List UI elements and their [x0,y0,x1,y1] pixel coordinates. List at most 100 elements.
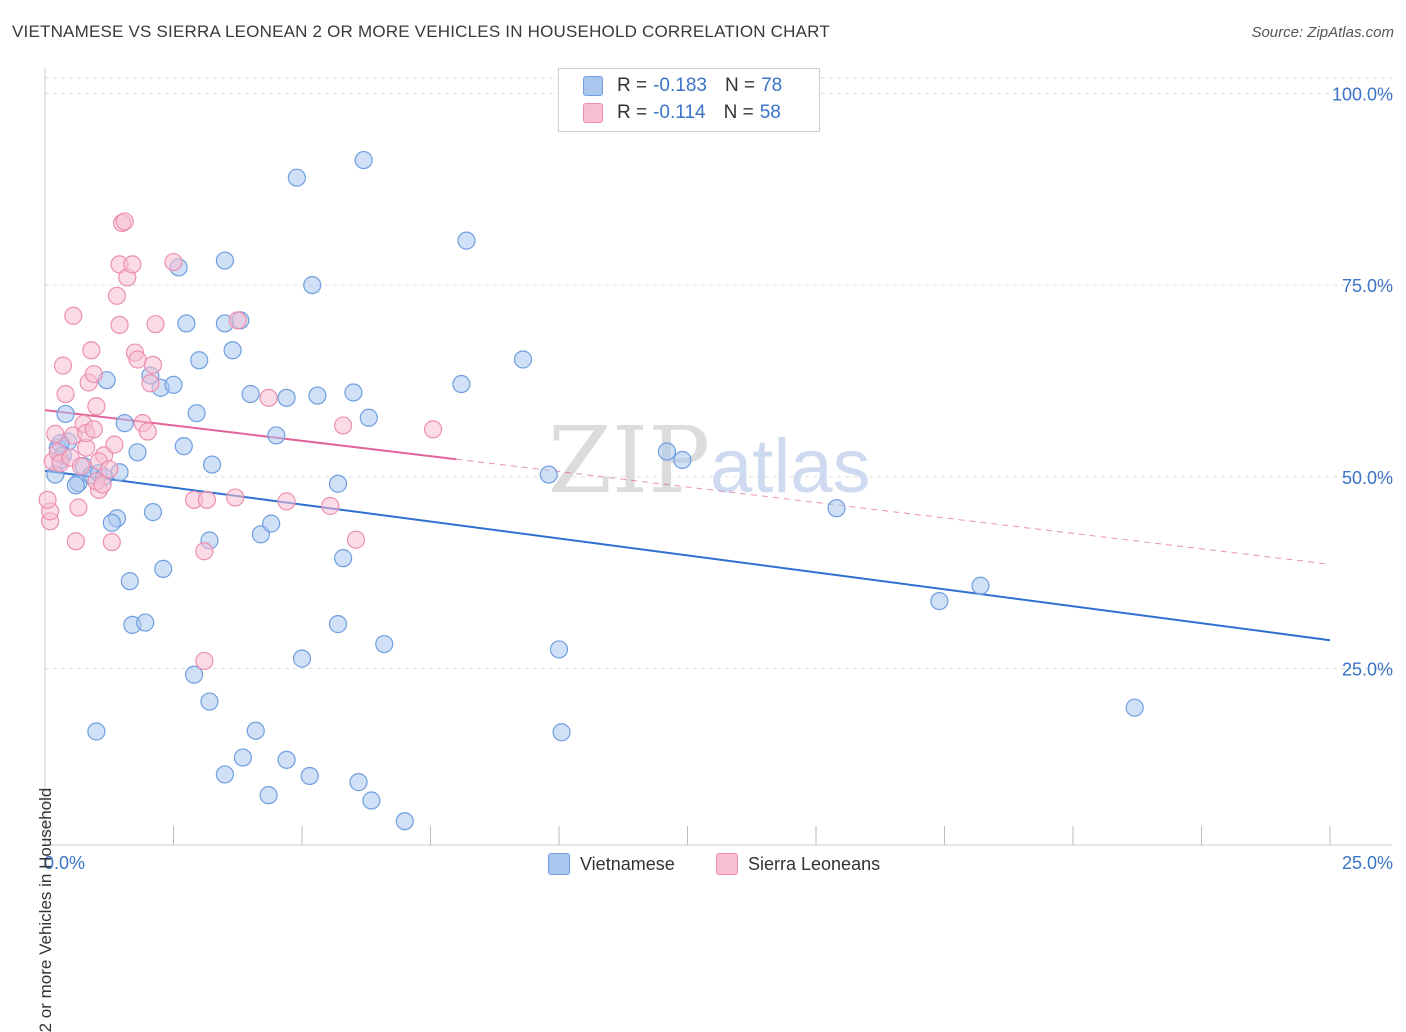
legend-n-value: 78 [761,75,783,96]
point-sierra [93,475,112,494]
legend-swatch-sierra [583,103,603,123]
correlation-legend: R = -0.183 N = 78 R = -0.114 N = 58 [558,68,820,132]
point-vietnamese [143,503,163,522]
point-sierra [143,355,163,374]
y-tick-label: 75.0% [1342,276,1393,296]
x-tick-label: 0.0% [44,853,85,873]
point-vietnamese [344,383,363,402]
y-tick-label: 50.0% [1342,468,1393,488]
point-sierra [38,490,57,509]
point-vietnamese [215,251,234,270]
point-vietnamese [395,812,414,831]
point-sierra [197,490,217,509]
point-sierra [195,542,214,561]
point-vietnamese [673,450,692,470]
x-tick-label: 25.0% [1342,853,1393,873]
point-vietnamese [233,748,252,767]
bottom-legend-swatch-sierra [716,853,738,875]
point-sierra [69,498,88,517]
legend-n-value: 58 [759,102,781,123]
bottom-legend-sierra[interactable]: Sierra Leoneans [716,852,880,876]
point-vietnamese [375,634,394,654]
point-sierra [82,341,101,360]
legend-r-label: R = [617,75,648,96]
point-sierra [100,460,119,479]
point-sierra [146,315,165,334]
y-tick-label: 25.0% [1342,660,1393,680]
point-vietnamese [223,341,242,360]
point-vietnamese [200,692,219,711]
tick-labels: 100.0% 75.0% 50.0% 25.0% 0.0% 25.0% [44,84,1393,873]
point-sierra [102,532,121,552]
point-sierra [123,255,142,274]
trendline-vietnamese [44,469,1331,642]
point-sierra [141,374,160,393]
point-vietnamese [930,591,949,611]
point-vietnamese [120,572,139,591]
point-vietnamese [971,576,990,595]
legend-n-label: N = [723,102,754,123]
point-sierra [84,420,103,439]
point-vietnamese [328,474,348,493]
gridlines [45,77,1392,670]
point-vietnamese [452,374,471,394]
point-sierra [277,492,296,511]
point-sierra [228,311,247,330]
point-vietnamese [87,722,106,741]
point-vietnamese [827,499,846,518]
point-sierra [46,424,65,443]
point-vietnamese [187,404,206,423]
point-vietnamese [215,765,234,784]
legend-r-value: -0.183 [653,75,707,96]
point-sierra [128,350,147,369]
y-axis-label: 2 or more Vehicles in Household [36,787,55,1032]
point-vietnamese [308,386,327,405]
bottom-legend-vietnamese[interactable]: Vietnamese [548,852,675,876]
point-vietnamese [334,549,353,568]
point-sierra [84,364,103,384]
bottom-legend-swatch-vietnamese [548,853,570,875]
y-tick-label: 100.0% [1332,84,1393,104]
point-vietnamese [177,314,196,333]
legend-swatch-vietnamese [583,76,603,96]
bottom-legend-label-vietnamese: Vietnamese [580,853,675,874]
point-sierra [423,420,443,439]
legend-n-label: N = [724,75,756,96]
point-vietnamese [190,351,209,370]
point-sierra [87,397,106,416]
point-vietnamese [552,723,571,742]
point-vietnamese [349,773,368,792]
point-vietnamese [259,786,278,805]
point-vietnamese [457,231,476,250]
point-sierra [66,532,85,551]
point-vietnamese [102,513,121,532]
point-vietnamese [359,408,378,427]
trendline-sierra-extension [456,458,1331,565]
point-sierra [107,286,127,305]
legend-row-sierra: R = -0.114 N = 58 [583,100,781,126]
point-vietnamese [246,721,265,740]
point-sierra [138,422,157,441]
trendlines [44,409,1331,642]
point-vietnamese [328,615,348,634]
point-sierra [321,496,340,516]
point-sierra [334,416,353,435]
source-credit: Source: ZipAtlas.com [1251,24,1394,41]
point-vietnamese [202,455,222,474]
point-vietnamese [128,443,147,462]
point-vietnamese [303,275,322,295]
point-vietnamese [657,442,677,461]
point-vietnamese [513,350,533,369]
point-sierra [226,488,245,507]
point-vietnamese [292,649,312,668]
axes [44,68,1392,846]
point-vietnamese [1125,698,1144,717]
point-sierra [53,356,73,375]
bottom-legend-label-sierra: Sierra Leoneans [748,853,881,874]
point-vietnamese [287,168,306,187]
point-sierra [346,530,366,549]
point-sierra [64,306,83,325]
legend-r-value: -0.114 [653,102,706,123]
point-vietnamese [66,476,85,495]
point-vietnamese [115,414,134,433]
